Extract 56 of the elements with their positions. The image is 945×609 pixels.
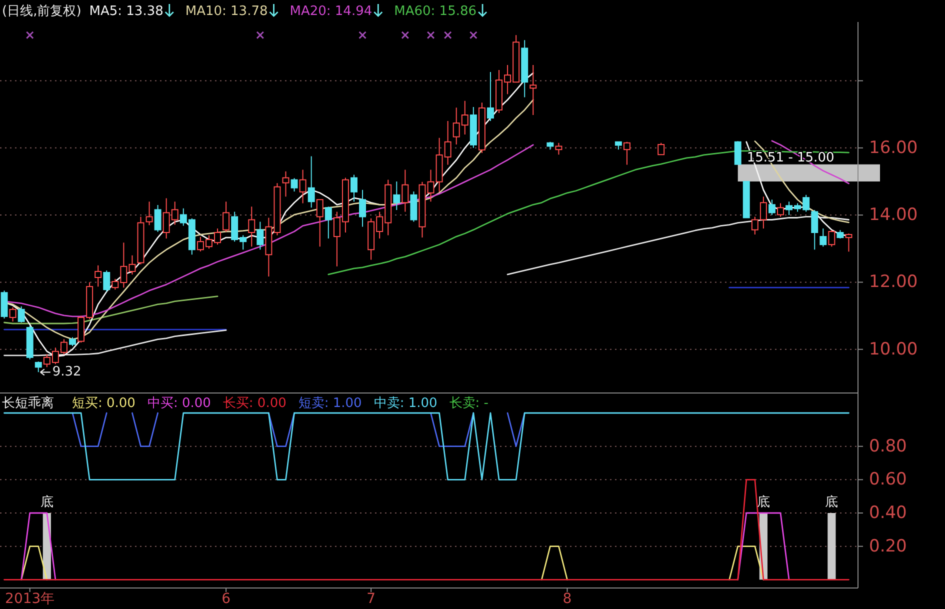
candlestick [530, 64, 537, 116]
candlestick [308, 156, 315, 208]
text: MA20: 14.94 [290, 4, 372, 19]
text: MA60: 15.86 [394, 4, 477, 19]
x-tick-label: 8 [562, 591, 572, 607]
y-tick-label: 0.20 [869, 536, 907, 556]
y-tick-label: 0.80 [869, 436, 907, 456]
candlestick [811, 210, 818, 250]
text: 短买: 0.00 [72, 396, 136, 411]
candlestick [350, 174, 358, 202]
candlestick [359, 189, 366, 228]
candlestick [393, 180, 400, 211]
series-label: 中卖: 1.00 [374, 396, 438, 411]
data-label: 底 [40, 495, 54, 510]
candlestick [94, 264, 102, 288]
candlestick [146, 201, 153, 226]
annotation: 9.32 [52, 364, 82, 380]
y-tick-label: 0.40 [869, 503, 907, 523]
text: 中买: 0.00 [147, 396, 211, 411]
text: MA5: 13.38 [89, 4, 164, 19]
candlestick [402, 169, 409, 212]
chart-title: 长短乖离 [2, 395, 54, 411]
candlestick [623, 141, 630, 166]
line-series [4, 296, 218, 324]
candlestick [282, 170, 290, 198]
y-tick-label: 16.00 [869, 138, 918, 158]
y-tick-label: 10.00 [869, 339, 918, 360]
candlestick [299, 169, 306, 204]
candlestick [248, 206, 256, 248]
chart-title: (日线,前复权) [2, 4, 82, 19]
legend-label: 长卖: - [449, 396, 489, 411]
data-label: 底 [825, 495, 838, 510]
data-label: 底 [756, 495, 770, 510]
candlestick [521, 40, 528, 98]
candlestick [324, 206, 332, 240]
candlestick [256, 221, 264, 250]
x-tick-label: 7 [366, 591, 376, 607]
candlestick [137, 216, 144, 265]
candlestick [486, 72, 494, 122]
candlestick [316, 199, 324, 248]
candlestick [222, 201, 230, 232]
y-tick-label: 0.60 [869, 470, 907, 490]
candlestick [418, 181, 426, 238]
y-tick-label: 12.00 [869, 272, 918, 292]
candlestick [820, 228, 827, 248]
series-label: 短卖: 1.00 [298, 396, 362, 411]
candlestick [845, 233, 852, 252]
line-series [328, 150, 850, 276]
candlestick [470, 106, 477, 148]
text: 长买: 0.00 [222, 396, 286, 411]
candlestick [742, 180, 750, 218]
x-tick-label: 2013年 [5, 591, 55, 607]
y-tick-label: 14.00 [869, 205, 918, 226]
candlestick [614, 141, 622, 150]
text: MA10: 13.78 [185, 4, 268, 19]
x-tick-label: 6 [222, 591, 231, 607]
